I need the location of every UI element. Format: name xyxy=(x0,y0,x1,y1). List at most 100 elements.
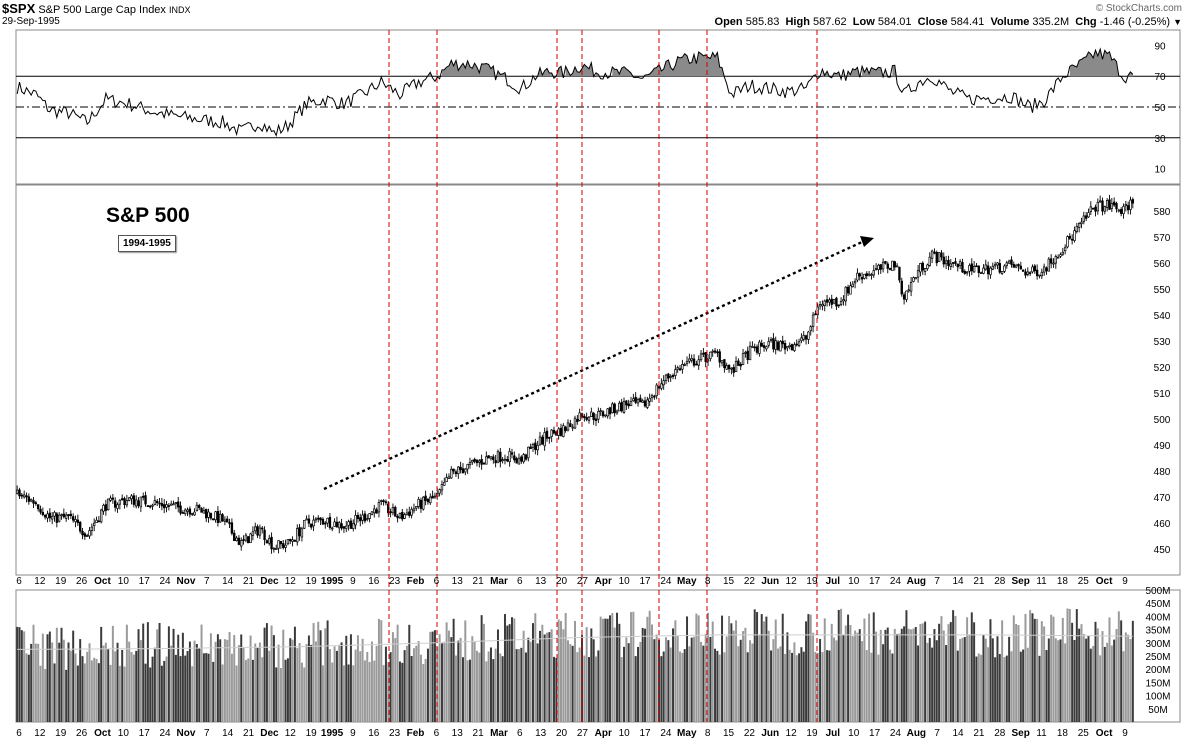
price-x-tick-label: 19 xyxy=(55,576,67,587)
volume-bar xyxy=(758,635,761,722)
volume-bar xyxy=(702,645,705,722)
candle-body xyxy=(1115,203,1118,210)
volume-bar xyxy=(345,635,348,722)
candle-body xyxy=(739,363,742,367)
volume-bar xyxy=(889,649,892,722)
candle-body xyxy=(529,446,532,449)
candle-body xyxy=(601,411,605,417)
candle-body xyxy=(552,429,556,434)
volume-bar xyxy=(32,624,35,722)
trend-arrow-line xyxy=(323,240,863,491)
candle-body xyxy=(342,526,346,529)
volume-bar xyxy=(791,652,794,722)
volume-bar xyxy=(312,622,315,722)
volume-bar xyxy=(394,638,397,722)
candle-body xyxy=(503,458,507,461)
candle-body xyxy=(550,429,553,437)
candle-body xyxy=(1056,256,1060,259)
price-x-tick-label: 19 xyxy=(806,576,818,587)
volume-bar xyxy=(69,650,72,722)
candle-body xyxy=(970,263,973,272)
volume-x-tick-label: 9 xyxy=(350,728,356,739)
volume-bar xyxy=(436,646,439,722)
candle-body xyxy=(43,514,47,518)
candle-body xyxy=(1052,262,1055,265)
volume-bar xyxy=(235,665,238,722)
candle-body xyxy=(1129,199,1132,210)
volume-bar xyxy=(784,653,787,722)
candle-body xyxy=(923,268,927,272)
candle-body xyxy=(564,426,567,431)
volume-tick-label: 150M xyxy=(1145,678,1170,689)
volume-bar xyxy=(501,656,504,722)
triangle-down-icon[interactable]: ▼ xyxy=(1173,17,1182,27)
price-x-tick-label: 25 xyxy=(1078,576,1090,587)
volume-bar xyxy=(1103,646,1106,722)
candle-body xyxy=(293,539,297,542)
candle-body xyxy=(900,280,903,295)
volume-bar xyxy=(305,644,308,722)
price-x-tick-label: Mar xyxy=(490,576,508,587)
candle-body xyxy=(235,537,238,542)
volume-bar xyxy=(879,629,882,722)
candle-body xyxy=(748,345,752,361)
candle-body xyxy=(865,273,868,276)
volume-bar xyxy=(1047,638,1050,722)
volume-bar xyxy=(333,646,336,722)
candle-body xyxy=(699,353,703,361)
candle-body xyxy=(139,496,143,508)
volume-bar xyxy=(368,661,371,722)
candle-body xyxy=(1028,272,1032,274)
candle-body xyxy=(930,250,934,259)
volume-bar xyxy=(473,642,476,722)
volume-x-tick-label: Mar xyxy=(490,728,508,739)
volume-bar xyxy=(742,631,745,722)
candle-body xyxy=(1087,212,1090,218)
candle-body xyxy=(1061,251,1065,255)
volume-bar xyxy=(356,635,359,722)
candle-body xyxy=(1042,266,1046,273)
volume-bar xyxy=(826,650,829,722)
candle-body xyxy=(597,411,600,420)
volume-bar xyxy=(93,657,96,722)
volume-x-tick-label: 19 xyxy=(806,728,818,739)
candle-body xyxy=(489,456,493,459)
candle-body xyxy=(613,403,616,414)
volume-bar xyxy=(496,629,499,722)
volume-x-tick-label: 20 xyxy=(556,728,568,739)
volume-bar xyxy=(756,612,759,722)
volume-bar xyxy=(595,656,597,722)
volume-bar xyxy=(641,627,644,722)
candle-body xyxy=(942,256,945,265)
volume-bar xyxy=(765,616,768,722)
candle-body xyxy=(583,415,586,418)
volume-bar xyxy=(137,629,140,722)
price-x-tick-label: Dec xyxy=(260,576,279,587)
volume-bar xyxy=(679,651,682,722)
candle-body xyxy=(459,466,462,471)
candle-body xyxy=(650,395,654,398)
candle-body xyxy=(125,500,129,506)
volume-bar xyxy=(935,640,938,722)
candle-body xyxy=(184,509,187,514)
watermark: © StockCharts.com xyxy=(1095,3,1182,14)
candle-body xyxy=(142,495,145,498)
volume-bar xyxy=(83,663,86,722)
candle-body xyxy=(230,522,234,534)
price-x-tick-label: Oct xyxy=(94,576,111,587)
volume-x-tick-label: 24 xyxy=(890,728,902,739)
chg-label: Chg xyxy=(1075,16,1097,28)
volume-value: 335.2M xyxy=(1032,16,1070,28)
volume-bar xyxy=(373,660,376,722)
volume-bar xyxy=(590,628,593,722)
candle-body xyxy=(363,513,367,522)
price-x-tick-label: 12 xyxy=(285,576,297,587)
candle-body xyxy=(538,436,542,445)
candle-body xyxy=(270,536,273,550)
candle-body xyxy=(881,261,885,270)
candle-body xyxy=(692,358,696,366)
candle-body xyxy=(517,457,521,465)
volume-bar xyxy=(933,629,936,722)
volume-bar xyxy=(998,654,1001,722)
volume-bar xyxy=(459,637,462,722)
